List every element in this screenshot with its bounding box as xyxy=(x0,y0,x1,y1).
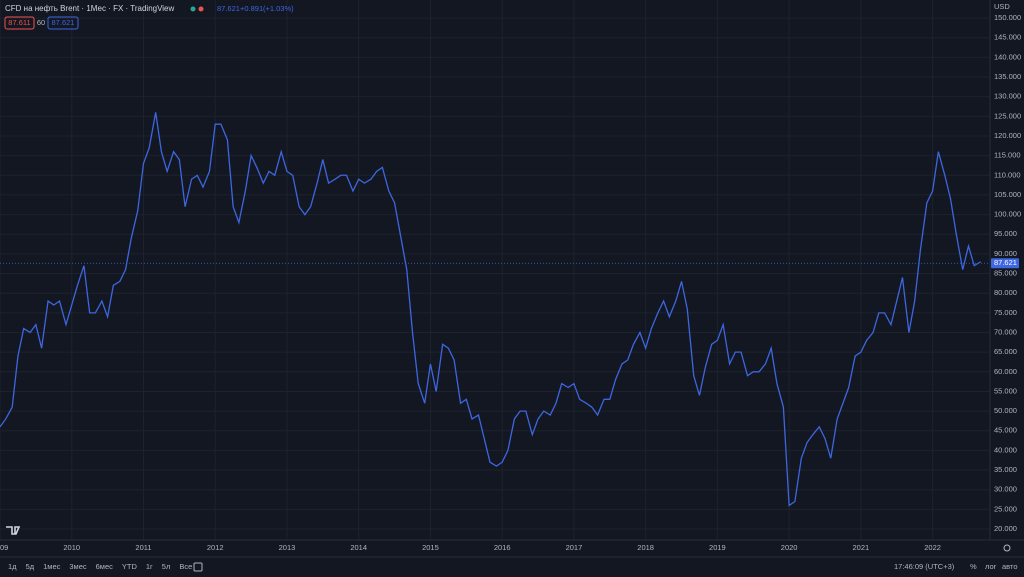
y-tick-label: 55.000 xyxy=(994,386,1017,395)
x-tick-label: 2022 xyxy=(924,543,941,552)
settings-icon[interactable] xyxy=(1003,544,1011,552)
last-price-badge xyxy=(991,258,1019,269)
change: +0.891 xyxy=(240,4,263,13)
y-tick-label: 35.000 xyxy=(994,465,1017,474)
y-tick-label: 90.000 xyxy=(994,249,1017,258)
x-tick-label: 2015 xyxy=(422,543,439,552)
plot xyxy=(0,112,990,507)
x-tick-label: 2018 xyxy=(637,543,654,552)
y-tick-label: 110.000 xyxy=(994,170,1021,179)
y-tick-label: 25.000 xyxy=(994,504,1017,513)
range-button[interactable]: 5л xyxy=(162,562,171,571)
status-dot xyxy=(198,6,204,12)
buy-price[interactable]: 87.621 xyxy=(52,18,75,27)
symbol-title: CFD на нефть Brent · 1Мес · FX · Trading… xyxy=(5,4,175,13)
clock: 17:46:09 (UTC+3) xyxy=(894,562,955,571)
y-tick-label: 70.000 xyxy=(994,327,1017,336)
x-tick-label: 2017 xyxy=(566,543,583,552)
y-tick-label: 65.000 xyxy=(994,347,1017,356)
y-tick-label: 80.000 xyxy=(994,288,1017,297)
x-tick-label: 2021 xyxy=(853,543,870,552)
y-tick-label: 75.000 xyxy=(994,308,1017,317)
range-button[interactable]: 1д xyxy=(8,562,17,571)
y-tick-label: 120.000 xyxy=(994,131,1021,140)
y-tick-label: 50.000 xyxy=(994,406,1017,415)
range-button[interactable]: 1г xyxy=(146,562,153,571)
last-price: 87.621 xyxy=(217,4,240,13)
y-tick-label: 30.000 xyxy=(994,485,1017,494)
price-line xyxy=(0,112,982,507)
range-button[interactable]: YTD xyxy=(122,562,138,571)
y-tick-label: 145.000 xyxy=(994,33,1021,42)
range-button[interactable]: 6мес xyxy=(96,562,113,571)
y-tick-label: 85.000 xyxy=(994,269,1017,278)
last-price-label: 87.621 xyxy=(994,258,1017,267)
x-tick-label: 2019 xyxy=(709,543,726,552)
x-tick-label: 2014 xyxy=(350,543,367,552)
x-tick-label: 2010 xyxy=(63,543,80,552)
buy-button[interactable] xyxy=(47,16,79,30)
sell-price[interactable]: 87.611 xyxy=(8,18,30,27)
toolbar: 1д 5д 1мес 3мес 6мес YTD 1г 5л Все xyxy=(8,562,192,571)
y-tick-label: 125.000 xyxy=(994,111,1021,120)
currency[interactable]: USD xyxy=(994,2,1010,11)
y-tick-label: 115.000 xyxy=(994,151,1021,160)
y-tick-label: 130.000 xyxy=(994,92,1021,101)
x-tick-label: 2013 xyxy=(279,543,296,552)
x-tick-label: 2016 xyxy=(494,543,511,552)
sell-button[interactable] xyxy=(4,16,35,30)
status-dot xyxy=(190,6,196,12)
x-tick-label: 2020 xyxy=(781,543,798,552)
x-tick-label: 2011 xyxy=(135,543,151,552)
y-tick-label: 95.000 xyxy=(994,229,1017,238)
y-tick-label: 45.000 xyxy=(994,426,1017,435)
range-button[interactable]: 1мес xyxy=(43,562,60,571)
range-button[interactable]: 5д xyxy=(26,562,35,571)
auto-toggle[interactable]: авто xyxy=(1002,562,1018,571)
percent-toggle[interactable]: % xyxy=(970,562,977,571)
y-tick-label: 135.000 xyxy=(994,72,1021,81)
y-tick-label: 150.000 xyxy=(994,13,1021,22)
y-tick-label: 105.000 xyxy=(994,190,1021,199)
y-tick-label: 40.000 xyxy=(994,445,1017,454)
y-tick-label: 100.000 xyxy=(994,210,1021,219)
logo[interactable] xyxy=(6,526,21,535)
y-tick-label: 20.000 xyxy=(994,524,1017,533)
y-tick-label: 140.000 xyxy=(994,52,1021,61)
log-toggle[interactable]: лог xyxy=(985,562,997,571)
x-tick-label: 09 xyxy=(0,543,8,552)
range-button[interactable]: Все xyxy=(179,562,192,571)
date-range-icon[interactable] xyxy=(193,562,203,572)
spread: 60 xyxy=(37,18,45,27)
range-button[interactable]: 3мес xyxy=(69,562,86,571)
grid xyxy=(0,0,990,540)
change-pct: (+1.03%) xyxy=(263,4,294,13)
x-tick-label: 2012 xyxy=(207,543,224,552)
y-tick-label: 60.000 xyxy=(994,367,1017,376)
